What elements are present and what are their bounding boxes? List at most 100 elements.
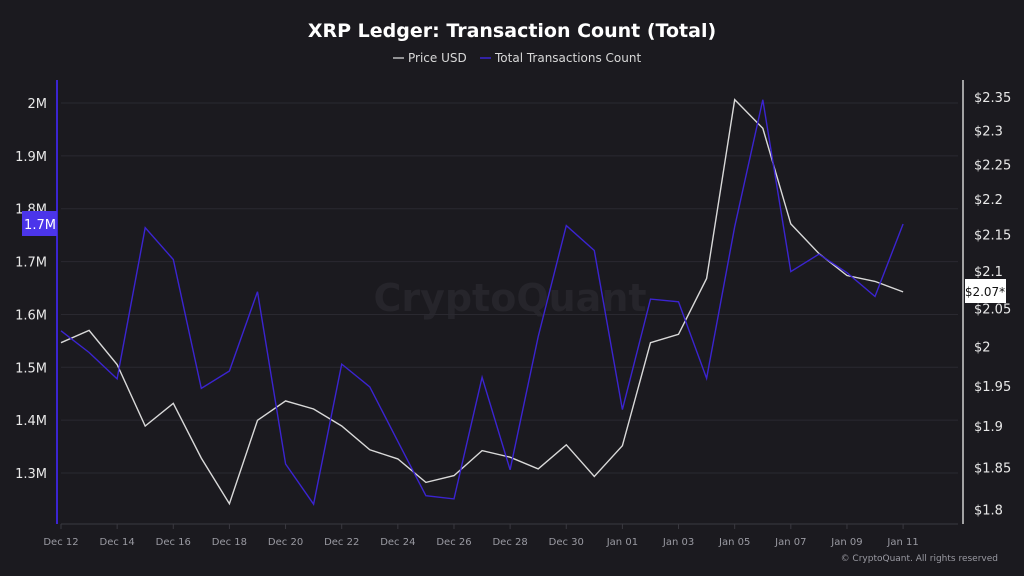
- y-right-tick-label: $1.8: [974, 504, 1003, 519]
- legend[interactable]: Price USD Total Transactions Count: [393, 51, 641, 65]
- y-left-tick-label: 1.5M: [15, 361, 47, 376]
- y-left-tick-label: 1.9M: [15, 150, 47, 165]
- data-point-price: [677, 333, 679, 335]
- series-lines: [60, 98, 904, 506]
- data-point-transactions: [60, 330, 62, 332]
- right-current-label: $2.07*: [965, 285, 1005, 299]
- data-point-transactions: [228, 370, 230, 372]
- y-right-tick-label: $2.35: [974, 91, 1011, 106]
- left-current-tag: 1.7M: [22, 211, 57, 236]
- left-current-label: 1.7M: [24, 218, 56, 233]
- data-point-price: [228, 502, 230, 504]
- data-point-transactions: [509, 469, 511, 471]
- y-left-tick-label: 1.4M: [15, 414, 47, 429]
- data-point-transactions: [874, 295, 876, 297]
- data-point-price: [256, 419, 258, 421]
- data-point-transactions: [565, 224, 567, 226]
- y-left-tick-label: 1.6M: [15, 308, 47, 323]
- data-point-price: [60, 342, 62, 344]
- data-point-transactions: [733, 225, 735, 227]
- data-point-price: [341, 425, 343, 427]
- data-point-transactions: [397, 440, 399, 442]
- legend-label-price[interactable]: Price USD: [408, 51, 467, 65]
- x-axis: Dec 12 Dec 14 Dec 16 Dec 18 Dec 20 Dec 22 Dec …: [43, 523, 958, 548]
- data-point-price: [284, 400, 286, 402]
- data-point-price: [481, 449, 483, 451]
- data-point-transactions: [790, 270, 792, 272]
- chart-title: XRP Ledger: Transaction Count (Total): [308, 20, 716, 42]
- data-point-price: [565, 444, 567, 446]
- y-right-tick-label: $2: [974, 341, 991, 356]
- data-point-transactions: [341, 363, 343, 365]
- data-point-transactions: [284, 463, 286, 465]
- x-tick-label: Dec 14: [100, 537, 135, 548]
- data-point-transactions: [846, 271, 848, 273]
- data-point-price: [874, 280, 876, 282]
- data-point-price: [172, 402, 174, 404]
- data-point-price: [200, 457, 202, 459]
- left-current-tag-bg: [22, 211, 57, 236]
- series-line-transactions: [60, 99, 904, 506]
- data-point-price: [790, 223, 792, 225]
- y-left-tick-label: 1.3M: [15, 467, 47, 482]
- data-point-price: [621, 444, 623, 446]
- data-point-price: [397, 458, 399, 460]
- x-tick-label: Jan 09: [830, 537, 862, 548]
- legend-label-tx[interactable]: Total Transactions Count: [494, 51, 641, 65]
- watermark: CryptoQuant: [373, 276, 646, 320]
- data-point-transactions: [116, 378, 118, 380]
- x-tick-label: Dec 20: [268, 537, 303, 548]
- data-point-transactions: [144, 227, 146, 229]
- data-point-transactions: [172, 258, 174, 260]
- y-axis-right: $1.8 $1.85 $1.9 $1.95 $2 $2.05 $2.1 $2.15 $2.2 $2…: [962, 80, 1011, 524]
- data-point-price: [116, 363, 118, 365]
- y-right-tick-label: $1.85: [974, 461, 1011, 476]
- data-point-price: [846, 274, 848, 276]
- x-tick-label: Dec 26: [436, 537, 471, 548]
- data-point-transactions: [762, 99, 764, 101]
- data-point-price: [762, 127, 764, 129]
- data-point-transactions: [256, 291, 258, 293]
- data-point-price: [902, 291, 904, 293]
- data-point-transactions: [369, 386, 371, 388]
- data-point-price: [88, 329, 90, 331]
- data-point-transactions: [621, 408, 623, 410]
- y-right-tick-label: $2.25: [974, 158, 1011, 173]
- data-point-price: [593, 475, 595, 477]
- x-tick-label: Jan 05: [718, 537, 750, 548]
- y-right-tick-label: $1.95: [974, 380, 1011, 395]
- x-tick-label: Jan 03: [662, 537, 694, 548]
- data-point-transactions: [649, 298, 651, 300]
- credit: © CryptoQuant. All rights reserved: [841, 554, 998, 564]
- x-tick-label: Jan 07: [774, 537, 806, 548]
- data-point-transactions: [677, 301, 679, 303]
- y-right-tick-label: $2.1: [974, 265, 1003, 280]
- data-point-price: [733, 98, 735, 100]
- data-point-transactions: [200, 387, 202, 389]
- data-point-transactions: [593, 249, 595, 251]
- data-point-transactions: [537, 335, 539, 337]
- right-current-tag: $2.07*: [965, 279, 1006, 303]
- y-right-tick-label: $2.3: [974, 124, 1003, 139]
- data-point-transactions: [818, 253, 820, 255]
- data-point-transactions: [312, 503, 314, 505]
- right-current-tag-bg: [965, 279, 1006, 303]
- y-right-tick-label: $2.15: [974, 229, 1011, 244]
- data-point-price: [537, 468, 539, 470]
- x-tick-label: Dec 12: [43, 537, 78, 548]
- y-right-tick-label: $2.05: [974, 302, 1011, 317]
- x-tick-label: Jan 01: [606, 537, 638, 548]
- data-point-price: [312, 408, 314, 410]
- data-point-transactions: [705, 377, 707, 379]
- x-tick-label: Jan 11: [886, 537, 918, 548]
- x-tick-label: Dec 24: [380, 537, 415, 548]
- data-point-transactions: [481, 376, 483, 378]
- data-point-price: [369, 449, 371, 451]
- data-point-price: [453, 474, 455, 476]
- y-right-tick-label: $2.2: [974, 193, 1003, 208]
- x-tick-label: Dec 18: [212, 537, 247, 548]
- data-point-transactions: [88, 351, 90, 353]
- x-tick-label: Dec 30: [549, 537, 584, 548]
- data-point-price: [509, 456, 511, 458]
